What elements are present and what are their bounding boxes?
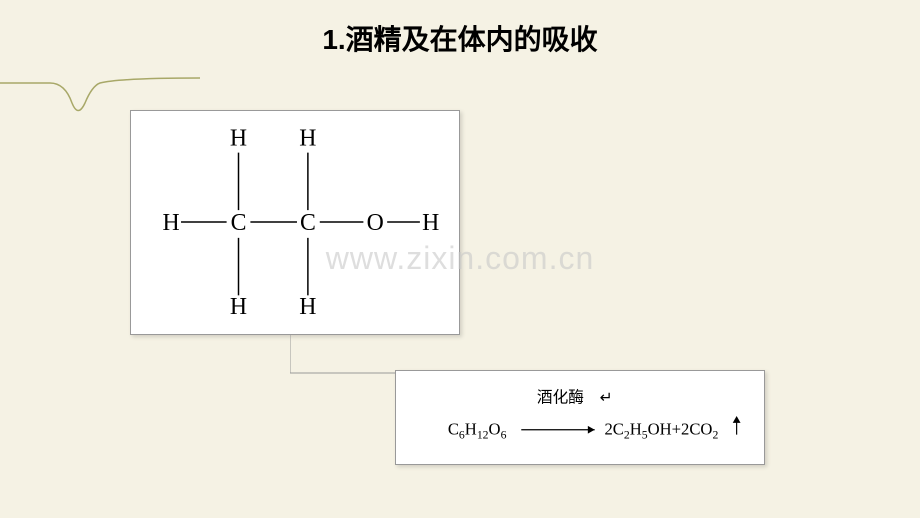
box-connector <box>290 335 400 375</box>
watermark-text: www.zixin.com.cn <box>326 240 595 277</box>
atom-h-top-left: H <box>230 126 247 152</box>
atom-c-right: C <box>300 210 316 236</box>
atom-h-left: H <box>163 210 180 236</box>
ethanol-structure-svg: H H H C C O H H H <box>131 111 459 334</box>
fermentation-equation-box: 酒化酶 ↵ C6H12O6 2C2H5OH+2CO2 <box>395 370 765 465</box>
atom-c-left: C <box>231 210 247 236</box>
gas-arrowhead <box>733 416 741 423</box>
molecule-structure-box: H H H C C O H H H <box>130 110 460 335</box>
products: 2C2H5OH+2CO2 <box>604 420 718 442</box>
reaction-arrowhead <box>588 426 595 434</box>
return-mark: ↵ <box>600 389 613 406</box>
atom-h-bottom-left: H <box>230 294 247 320</box>
enzyme-label: 酒化酶 <box>537 388 584 406</box>
atom-h-right: H <box>422 210 439 236</box>
decorative-squiggle <box>0 58 200 118</box>
equation-svg: 酒化酶 ↵ C6H12O6 2C2H5OH+2CO2 <box>396 371 764 464</box>
atom-h-top-right: H <box>299 126 316 152</box>
atom-o: O <box>367 210 384 236</box>
atom-h-bottom-right: H <box>299 294 316 320</box>
reactant: C6H12O6 <box>448 420 507 442</box>
page-title: 1.酒精及在体内的吸收 <box>0 0 920 58</box>
